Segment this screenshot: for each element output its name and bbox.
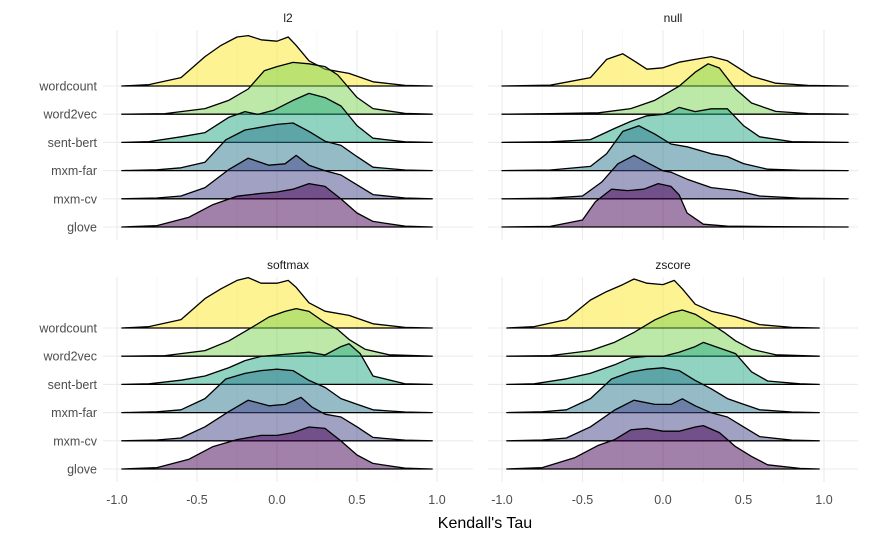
ridge-zscore-glove (506, 424, 820, 470)
panel-zscore: zscore -1.0 -0.5 0.0 0.5 1.0 (488, 258, 858, 507)
ridge-null-sent-bert (501, 106, 849, 144)
x-tick-label: -1.0 (491, 493, 513, 507)
y-label-sent-bert: sent-bert (48, 136, 98, 150)
y-label-wordcount: wordcount (38, 322, 97, 336)
x-tick-label: -1.0 (106, 493, 128, 507)
ridge-softmax-wordcount (121, 276, 433, 329)
ridge-null-mxm-cv (501, 154, 849, 200)
ridge-l2-mxm-cv (121, 154, 433, 200)
y-label-glove: glove (67, 463, 97, 477)
x-axis-title: Kendall's Tau (438, 515, 532, 532)
panel-l2: l2 wordcount word2vec sent-bert mxm-far mxm-c… (38, 11, 473, 240)
ridge-null-word2vec (501, 63, 849, 115)
ridge-l2-mxm-far (121, 122, 433, 172)
ridge-l2-wordcount (121, 34, 433, 87)
y-label-mxm-cv: mxm-cv (53, 434, 97, 448)
x-tick-label: 0.0 (654, 493, 671, 507)
ridge-l2-word2vec (121, 61, 433, 115)
ridge-zscore-mxm-far (506, 367, 820, 414)
ridge-softmax-mxm-far (121, 368, 433, 414)
ridge-zscore-sent-bert (506, 341, 820, 386)
x-tick-label: 1.0 (815, 493, 832, 507)
facet-title-null: null (664, 11, 683, 25)
ridge-null-wordcount (501, 53, 849, 87)
y-label-glove: glove (67, 221, 97, 235)
y-label-sent-bert: sent-bert (48, 378, 98, 392)
y-label-word2vec: word2vec (43, 108, 98, 122)
x-tick-label: 0.0 (268, 493, 285, 507)
ridge-l2-sent-bert (121, 92, 433, 144)
ridge-softmax-sent-bert (121, 343, 433, 386)
panel-null: null (488, 11, 858, 240)
x-tick-label: -0.5 (186, 493, 208, 507)
facet-title-l2: l2 (283, 11, 293, 25)
ridge-l2-glove (121, 182, 433, 228)
facet-panels: l2 wordcount word2vec sent-bert mxm-far mxm-c… (38, 11, 858, 507)
y-label-mxm-far: mxm-far (51, 406, 97, 420)
y-label-wordcount: wordcount (38, 80, 97, 94)
ridge-null-mxm-far (501, 125, 849, 172)
panel-softmax: softmax wordcount word2vec sent-bert mxm-far… (38, 258, 473, 507)
y-label-word2vec: word2vec (43, 350, 98, 364)
ridge-null-glove (501, 182, 849, 228)
x-tick-label: 1.0 (428, 493, 445, 507)
y-label-mxm-far: mxm-far (51, 164, 97, 178)
ridge-zscore-wordcount (506, 278, 820, 329)
x-tick-label: 0.5 (735, 493, 752, 507)
x-tick-label: 0.5 (348, 493, 365, 507)
ridge-softmax-mxm-cv (121, 396, 433, 442)
ridge-zscore-word2vec (506, 309, 820, 357)
facet-title-softmax: softmax (267, 258, 309, 272)
y-label-mxm-cv: mxm-cv (53, 192, 97, 206)
x-tick-label: -0.5 (572, 493, 594, 507)
ridge-zscore-mxm-cv (506, 398, 820, 442)
facet-title-zscore: zscore (655, 258, 691, 272)
ridge-softmax-word2vec (121, 307, 433, 357)
ridge-softmax-glove (121, 426, 433, 470)
